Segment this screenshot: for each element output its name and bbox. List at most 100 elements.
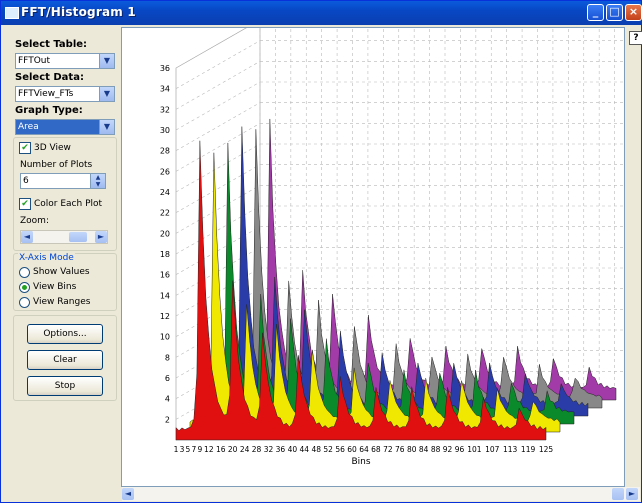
y-tick-label: 16 — [160, 271, 170, 280]
view-options-group: ✔ 3D View Number of Plots 6 ▲ ▼ ✔ Color E… — [13, 137, 117, 251]
x-tick-label: 5 — [186, 445, 191, 454]
y-tick-label: 10 — [160, 333, 170, 342]
series-area — [231, 129, 603, 409]
x-tick-label: 107 — [485, 445, 500, 454]
zoom-thumb[interactable] — [69, 232, 87, 242]
num-plots-spinner[interactable]: 6 ▲ ▼ — [20, 173, 106, 189]
chevron-right-icon[interactable]: ► — [95, 231, 107, 243]
radio-label: View Ranges — [33, 297, 91, 307]
view3d-checkbox[interactable]: ✔ 3D View — [19, 142, 71, 154]
y-tick-label: 6 — [165, 374, 170, 383]
radio-icon — [19, 267, 30, 278]
x-tick-label: 72 — [383, 445, 393, 454]
x-tick-label: 68 — [371, 445, 381, 454]
radio-label: Show Values — [33, 267, 90, 277]
select-table-combo[interactable]: FFTOut ▼ — [15, 53, 115, 69]
x-tick-label: 88 — [431, 445, 441, 454]
gridline-wall — [175, 61, 261, 110]
radio-view-ranges[interactable]: View Ranges — [19, 296, 90, 308]
series-area — [245, 118, 617, 401]
gridline-wall — [175, 143, 261, 193]
maximize-button[interactable]: □ — [606, 4, 623, 21]
x-tick-label: 92 — [443, 445, 453, 454]
radio-label: View Bins — [33, 282, 77, 292]
y-tick-label: 20 — [160, 229, 170, 238]
x-tick-label: 12 — [204, 445, 214, 454]
help-button[interactable]: ? — [629, 31, 642, 45]
graph-type-combo[interactable]: Area ▼ — [15, 119, 115, 135]
radio-show-values[interactable]: Show Values — [19, 266, 90, 278]
gridline-wall — [175, 123, 261, 172]
gridline-wall — [175, 81, 261, 131]
zoom-label: Zoom: — [20, 216, 49, 226]
gridline-wall — [175, 164, 261, 213]
y-tick-label: 12 — [160, 312, 170, 321]
select-data-label: Select Data: — [15, 72, 84, 83]
x-tick-label: 40 — [288, 445, 298, 454]
chevron-right-icon[interactable]: ► — [626, 488, 638, 500]
title-bar[interactable]: FFT/Histogram 1 _ □ × — [1, 1, 642, 25]
x-tick-label: 76 — [395, 445, 405, 454]
x-tick-label: 56 — [335, 445, 345, 454]
minimize-button[interactable]: _ — [587, 4, 604, 21]
gridline-wall — [175, 19, 261, 69]
x-tick-label: 20 — [228, 445, 238, 454]
spinner-arrows-icon[interactable]: ▲ ▼ — [90, 174, 105, 188]
chart-area: 2 4 6 8 10 12 14 16 18 20 22 24 26 28 30 32 34 36 1 3 5 7 9 12 1… — [121, 19, 631, 487]
gridline-wall — [175, 205, 261, 255]
x-tick-label: 125 — [539, 445, 554, 454]
x-tick-label: 52 — [323, 445, 333, 454]
radio-view-bins[interactable]: View Bins — [19, 281, 76, 293]
y-tick-label: 30 — [160, 126, 170, 135]
y-tick-label: 36 — [160, 64, 170, 73]
gridline-wall — [175, 40, 261, 89]
color-each-checkbox[interactable]: ✔ Color Each Plot — [19, 198, 102, 210]
options-button[interactable]: Options... — [27, 324, 103, 344]
x-tick-label: 32 — [264, 445, 274, 454]
checkmark-icon: ✔ — [19, 198, 31, 210]
y-tick-label: 22 — [160, 209, 170, 218]
x-tick-label: 28 — [252, 445, 262, 454]
zoom-scrollbar[interactable]: ◄ ► — [20, 230, 108, 244]
x-tick-label: 84 — [419, 445, 429, 454]
scroll-thumb-right[interactable] — [612, 488, 624, 500]
actions-group: Options... Clear Stop — [13, 315, 117, 401]
x-axis-label: Bins — [351, 457, 370, 467]
x-tick-label: 44 — [300, 445, 310, 454]
y-tick-label: 4 — [165, 395, 170, 404]
left-control-panel: Select Table: FFTOut ▼ Select Data: FFTV… — [5, 31, 117, 471]
radio-selected-icon — [19, 282, 30, 293]
radio-icon — [19, 297, 30, 308]
x-tick-label: 9 — [197, 445, 202, 454]
x-tick-label: 36 — [276, 445, 286, 454]
chevron-down-icon[interactable]: ▼ — [99, 87, 114, 101]
gridline-wall — [175, 185, 261, 234]
series-area — [175, 140, 547, 441]
clear-button[interactable]: Clear — [27, 350, 103, 370]
chevron-down-icon[interactable]: ▼ — [99, 120, 114, 134]
graph-type-label: Graph Type: — [15, 105, 83, 116]
x-tick-label: 64 — [359, 445, 369, 454]
checkmark-icon: ✔ — [19, 142, 31, 154]
horizontal-scrollbar[interactable]: ◄ ► — [122, 487, 640, 501]
num-plots-value: 6 — [23, 176, 29, 186]
x-tick-label: 101 — [467, 445, 482, 454]
num-plots-label: Number of Plots — [20, 160, 93, 170]
chevron-down-icon[interactable]: ▼ — [99, 54, 114, 68]
x-tick-label: 48 — [311, 445, 321, 454]
y-tick-label: 2 — [165, 415, 170, 424]
y-tick-label: 14 — [160, 291, 170, 300]
gridline-wall — [175, 102, 261, 151]
xaxis-mode-group: X-Axis Mode Show Values View Bins View R… — [13, 253, 117, 311]
select-data-combo[interactable]: FFTView_FTs ▼ — [15, 86, 115, 102]
close-button[interactable]: × — [625, 4, 642, 21]
stop-button[interactable]: Stop — [27, 376, 103, 396]
x-tick-label: 80 — [407, 445, 417, 454]
chevron-left-icon[interactable]: ◄ — [21, 231, 33, 243]
view3d-label: 3D View — [34, 143, 71, 153]
x-tick-label: 24 — [240, 445, 250, 454]
x-tick-label: 60 — [347, 445, 357, 454]
chevron-left-icon[interactable]: ◄ — [122, 488, 134, 500]
